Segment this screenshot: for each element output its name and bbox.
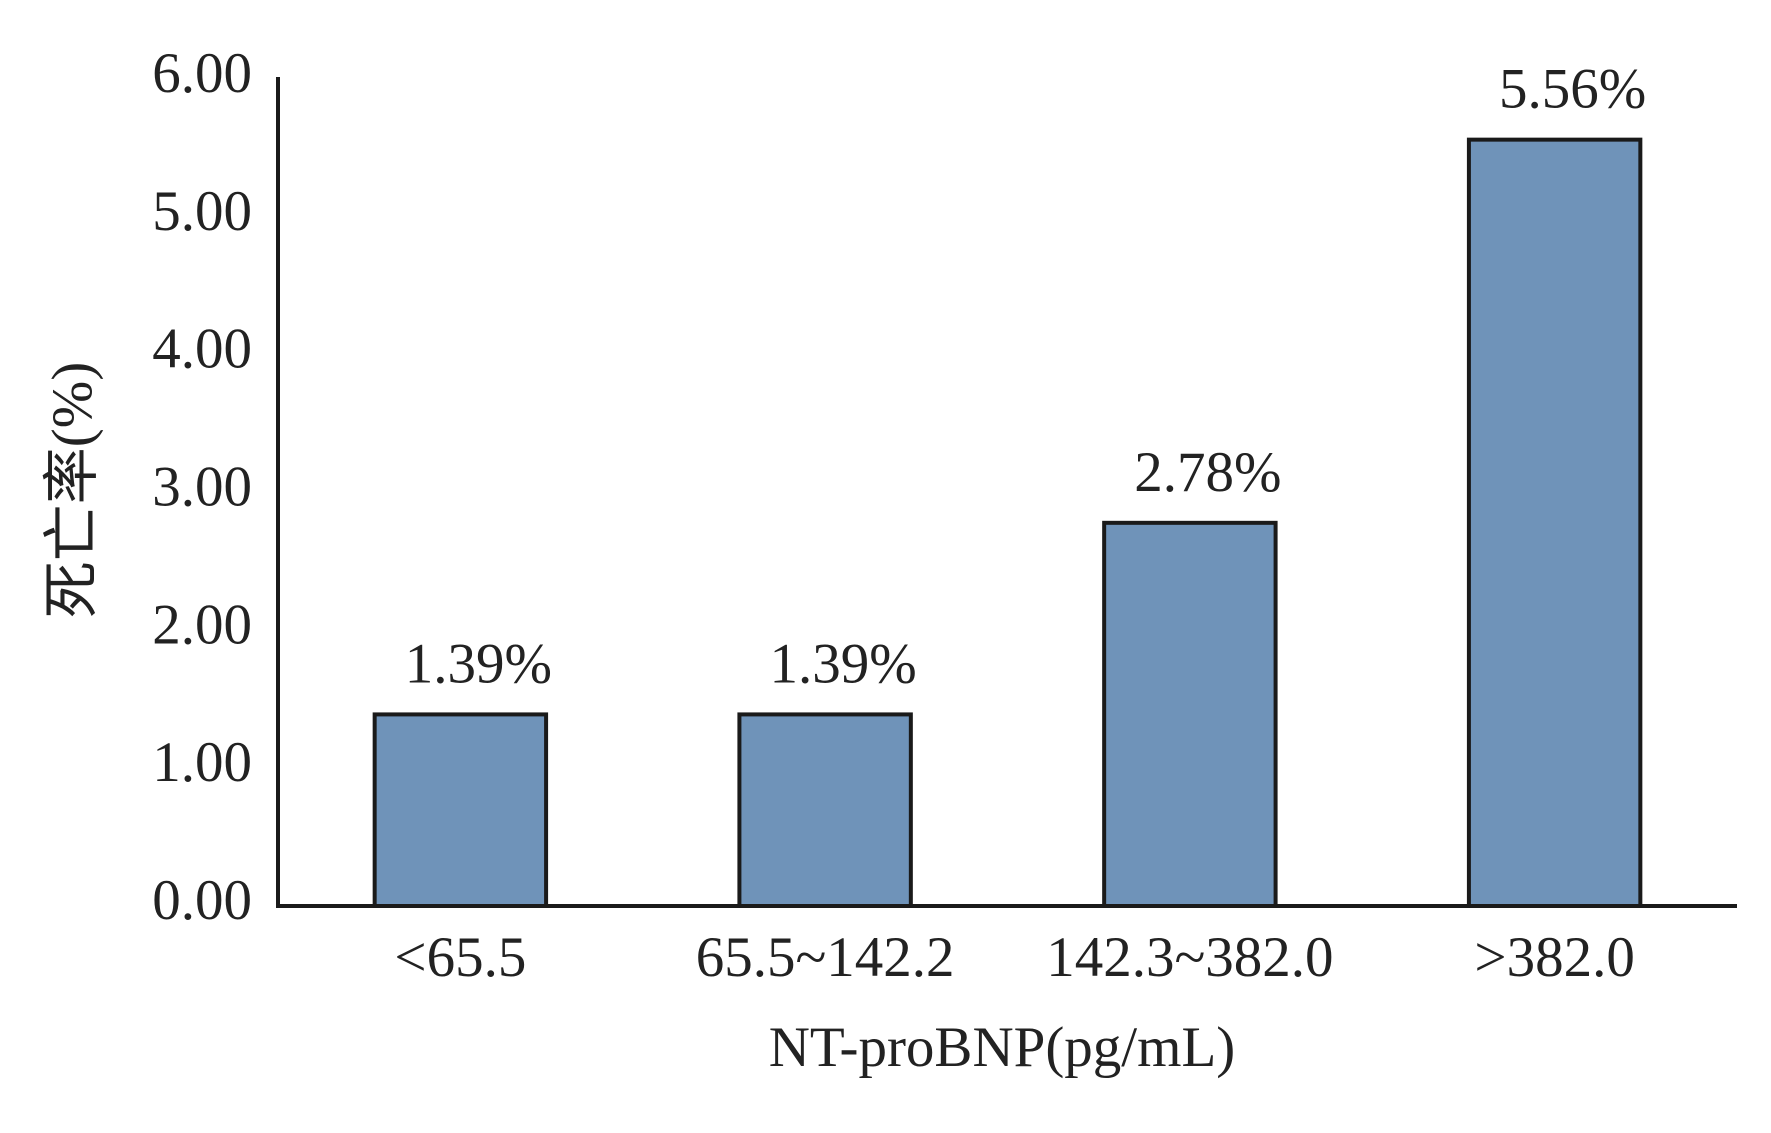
- bar: [372, 712, 549, 909]
- x-axis-label: NT-proBNP(pg/mL): [769, 1016, 1236, 1079]
- bar: [737, 712, 913, 909]
- x-tick-label: 142.3~382.0: [1046, 926, 1333, 989]
- bar: [1466, 137, 1643, 908]
- value-label: 2.78%: [1134, 441, 1281, 504]
- y-tick-label: 3.00: [152, 456, 252, 519]
- y-tick-label: 4.00: [152, 318, 252, 381]
- value-label: 1.39%: [405, 632, 552, 695]
- x-tick-label: <65.5: [394, 926, 526, 989]
- y-tick-label: 5.00: [152, 180, 252, 243]
- value-label: 1.39%: [770, 632, 917, 695]
- x-tick-label: >382.0: [1474, 926, 1634, 989]
- x-tick-label: 65.5~142.2: [696, 926, 955, 989]
- bar: [1102, 520, 1278, 908]
- y-tick-label: 2.00: [152, 593, 252, 656]
- y-tick-label: 0.00: [152, 869, 252, 932]
- y-axis-label: 死亡率(%): [41, 362, 104, 618]
- y-tick-label: 6.00: [152, 42, 252, 105]
- value-label: 5.56%: [1499, 58, 1646, 121]
- y-tick-label: 1.00: [152, 731, 252, 794]
